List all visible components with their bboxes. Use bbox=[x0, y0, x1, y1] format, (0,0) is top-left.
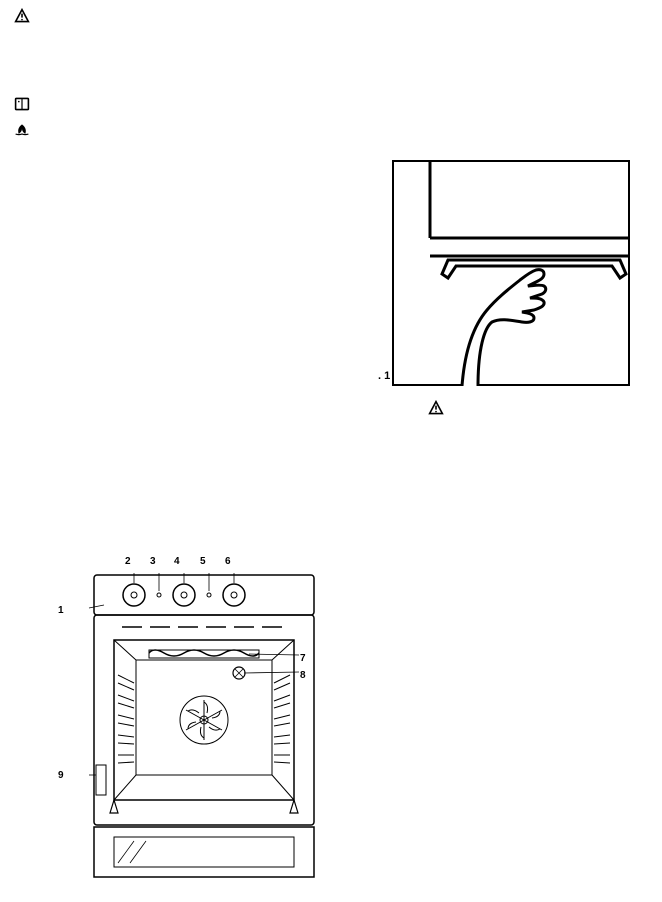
callout-1: 1 bbox=[58, 605, 64, 616]
manual-section bbox=[14, 96, 30, 112]
callout-5: 5 bbox=[200, 556, 206, 567]
callout-6: 6 bbox=[225, 556, 231, 567]
callout-3: 3 bbox=[150, 556, 156, 567]
eco-section bbox=[14, 122, 30, 138]
callout-8: 8 bbox=[300, 670, 306, 681]
warning-triangle-icon bbox=[14, 8, 30, 24]
oven-diagram bbox=[74, 555, 364, 885]
callout-9: 9 bbox=[58, 770, 64, 781]
figure-1-handle bbox=[392, 160, 630, 386]
callout-2: 2 bbox=[125, 556, 131, 567]
eco-leaf-icon bbox=[14, 122, 30, 138]
callout-4: 4 bbox=[174, 556, 180, 567]
warning-below-figure bbox=[428, 400, 444, 419]
read-manual-icon bbox=[14, 96, 30, 112]
warning-section bbox=[14, 8, 30, 24]
figure-1-label: . 1 bbox=[378, 370, 390, 382]
callout-7: 7 bbox=[300, 653, 306, 664]
warning-triangle-icon bbox=[428, 408, 444, 419]
